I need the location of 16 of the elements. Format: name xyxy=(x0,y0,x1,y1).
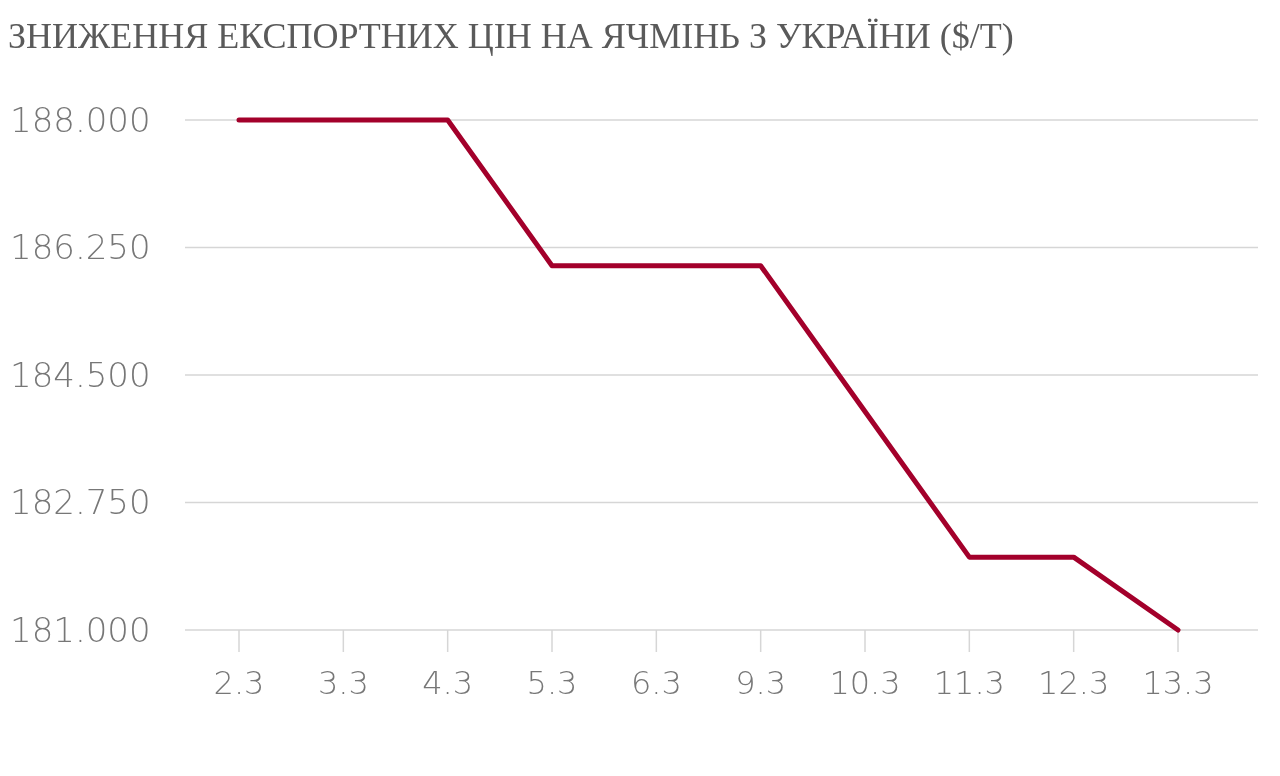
y-tick-label: 186.250 xyxy=(10,227,151,268)
x-tick-label: 6.3 xyxy=(630,664,682,702)
x-tick-label: 13.3 xyxy=(1142,664,1214,702)
x-tick-label: 4.3 xyxy=(422,664,474,702)
x-tick-label: 12.3 xyxy=(1038,664,1110,702)
x-tick-label: 10.3 xyxy=(829,664,901,702)
chart-title: ЗНИЖЕННЯ ЕКСПОРТНИХ ЦІН НА ЯЧМІНЬ З УКРАЇНИ ($/Т) xyxy=(8,16,1014,56)
y-tick-label: 182.750 xyxy=(10,482,151,523)
x-tick-label: 2.3 xyxy=(213,664,265,702)
y-tick-label: 188.000 xyxy=(10,99,151,140)
y-tick-label: 181.000 xyxy=(10,609,151,650)
y-tick-label: 184.500 xyxy=(10,354,151,395)
x-tick-label: 3.3 xyxy=(317,664,369,702)
x-tick-label: 11.3 xyxy=(933,664,1005,702)
x-tick-label: 5.3 xyxy=(526,664,578,702)
x-tick-label: 9.3 xyxy=(735,664,787,702)
